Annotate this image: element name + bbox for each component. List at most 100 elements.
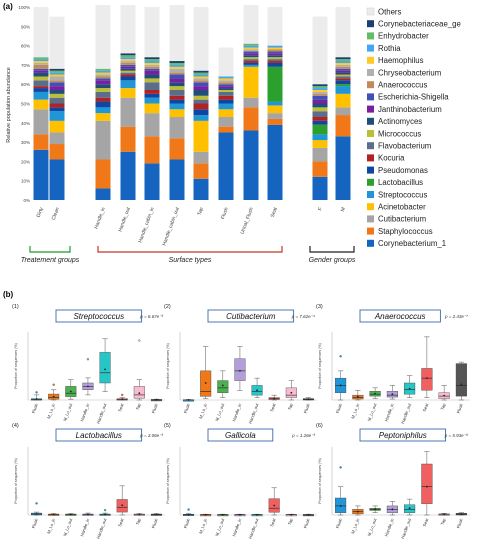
x-tick-label: M_Lo_in <box>198 402 208 419</box>
bar-segment-acinetobacter <box>120 88 136 98</box>
x-tick-label: M_Lo_out <box>214 402 225 422</box>
bar-segment-haemophilus <box>95 72 111 75</box>
mean-marker <box>460 513 463 515</box>
x-tick-label: M_Lo_in <box>350 402 360 419</box>
bar-segment-haemophilus <box>267 47 283 50</box>
bar-segment-flavobacterium <box>243 59 259 62</box>
x-tick-label: Flush <box>31 402 39 414</box>
box <box>234 358 246 381</box>
bar-segment-micrococcus <box>218 89 234 92</box>
bar-segment-escherichia-shigella <box>169 74 185 79</box>
bar-segment-actinomyces <box>95 84 111 89</box>
bar-segment-corynebacterium_1 <box>49 159 65 200</box>
bar-segment-cutibacterium <box>169 117 185 139</box>
legend-entry: Streptococcus <box>378 190 428 199</box>
bar-segment-cutibacterium <box>243 97 259 108</box>
bar-segment-janthinobacterium <box>33 70 49 73</box>
outlier-point <box>86 358 90 361</box>
y-axis-label: Relative population abundance <box>6 67 12 143</box>
bar-segment-streptococcus <box>169 103 185 110</box>
bar-segment-anaerococcus <box>312 93 328 96</box>
x-tick-label: Flush <box>335 402 343 414</box>
mean-marker <box>408 387 411 390</box>
x-tick-label: M_Lo_in <box>46 402 56 419</box>
x-tick-label: Tap <box>287 517 294 526</box>
legend-swatch <box>367 227 374 235</box>
subplot-pvalue: p = 1.26e⁻³ <box>291 433 315 438</box>
bar-segment-staphylococcus <box>169 138 185 160</box>
bar-segment-escherichia-shigella <box>335 68 351 71</box>
bar-segment-streptococcus <box>33 91 49 100</box>
mean-marker <box>121 504 124 507</box>
bar-segment-enhydrobacter <box>243 43 259 46</box>
bar-segment-kocuria <box>33 86 49 89</box>
bar-segment-acinetobacter <box>49 120 65 133</box>
outlier-point <box>339 355 342 358</box>
bar-segment-kocuria <box>243 61 259 63</box>
bar-segment-acinetobacter <box>144 103 160 114</box>
bar-segment-kocuria <box>95 97 111 102</box>
mean-marker <box>356 510 359 513</box>
bar-segment-escherichia-shigella <box>193 82 209 87</box>
bar-segment-micrococcus <box>33 76 49 81</box>
y-tick-label: 50% <box>21 102 30 107</box>
subplot-pvalue: p = 2.43e⁻⁷ <box>444 314 468 319</box>
bar-segment-others <box>335 7 351 58</box>
bar-segment-haemophilus <box>49 74 65 77</box>
bar-segment-micrococcus <box>193 95 209 100</box>
bar-segment-anaerococcus <box>335 66 351 69</box>
bar-segment-streptococcus <box>49 111 65 121</box>
mean-marker <box>256 513 258 516</box>
y-tick-label: 40% <box>21 121 30 126</box>
x-tick-label: Flush <box>151 402 159 414</box>
legend-swatch <box>367 105 374 113</box>
bar-segment-staphylococcus <box>33 134 49 150</box>
outlier-point <box>187 508 190 511</box>
subplot-number: (3) <box>316 304 323 310</box>
bar-segment-chryseobacterium <box>335 64 351 67</box>
bar-segment-cutibacterium <box>49 132 65 145</box>
x-tick-label: Flush <box>183 402 191 414</box>
bar-segment-micrococcus <box>120 70 136 73</box>
x-tick-label: Flush <box>151 517 159 529</box>
bar-segment-chryseobacterium <box>243 49 259 52</box>
bar-segment-corynebacteriaceae_ge <box>169 61 185 63</box>
bar-segment-others <box>312 16 328 85</box>
x-tick-label: M_Lo_in <box>198 517 208 534</box>
bar-segment-rothia <box>169 64 185 67</box>
bar-segment-acinetobacter <box>193 120 209 152</box>
legend-entry: Corynebacteriaceae_ge <box>378 20 461 29</box>
bar-segment-corynebacteriaceae_ge <box>193 70 209 73</box>
bar-segment-micrococcus <box>312 107 328 112</box>
x-tick-label: Tap <box>287 402 294 411</box>
bar-segment-anaerococcus <box>218 82 234 85</box>
x-tick-label: Handle_out <box>247 402 259 425</box>
subplot-number: (5) <box>164 423 171 429</box>
subplot-title: Anaerococcus <box>374 312 426 321</box>
y-axis-label: Proportion of sequences (%) <box>14 343 18 389</box>
subplot-title-box <box>207 428 274 442</box>
mean-marker <box>239 513 241 516</box>
mean-marker <box>204 513 207 516</box>
mean-marker <box>138 392 141 395</box>
bar-segment-cutibacterium <box>33 109 49 135</box>
legend-swatch <box>367 239 374 247</box>
bar-segment-others <box>267 7 283 46</box>
bar-segment-chryseobacterium <box>49 76 65 81</box>
x-tick-label: M_Lo_out <box>62 517 73 537</box>
bar-segment-kocuria <box>144 89 160 94</box>
legend-entry: Lactobacillus <box>378 178 423 187</box>
x-tick-label: Tap <box>196 206 204 216</box>
legend-swatch <box>367 215 374 223</box>
bar-segment-cutibacterium <box>193 151 209 164</box>
bar-segment-corynebacterium_1 <box>335 136 351 200</box>
x-tick-label: Handle_in <box>94 206 107 229</box>
bar-segment-pseudomonas <box>169 99 185 104</box>
bar-segment-janthinobacterium <box>312 99 328 104</box>
group-label: Treatement groups <box>21 257 80 264</box>
bar-segment-rothia <box>243 45 259 48</box>
subplot-gallicola: (5) Gallicola p = 1.26e⁻³ Proportion of seq… <box>164 423 317 539</box>
bar-segment-rothia <box>95 70 111 73</box>
x-tick-label: Handle_out <box>117 206 132 233</box>
